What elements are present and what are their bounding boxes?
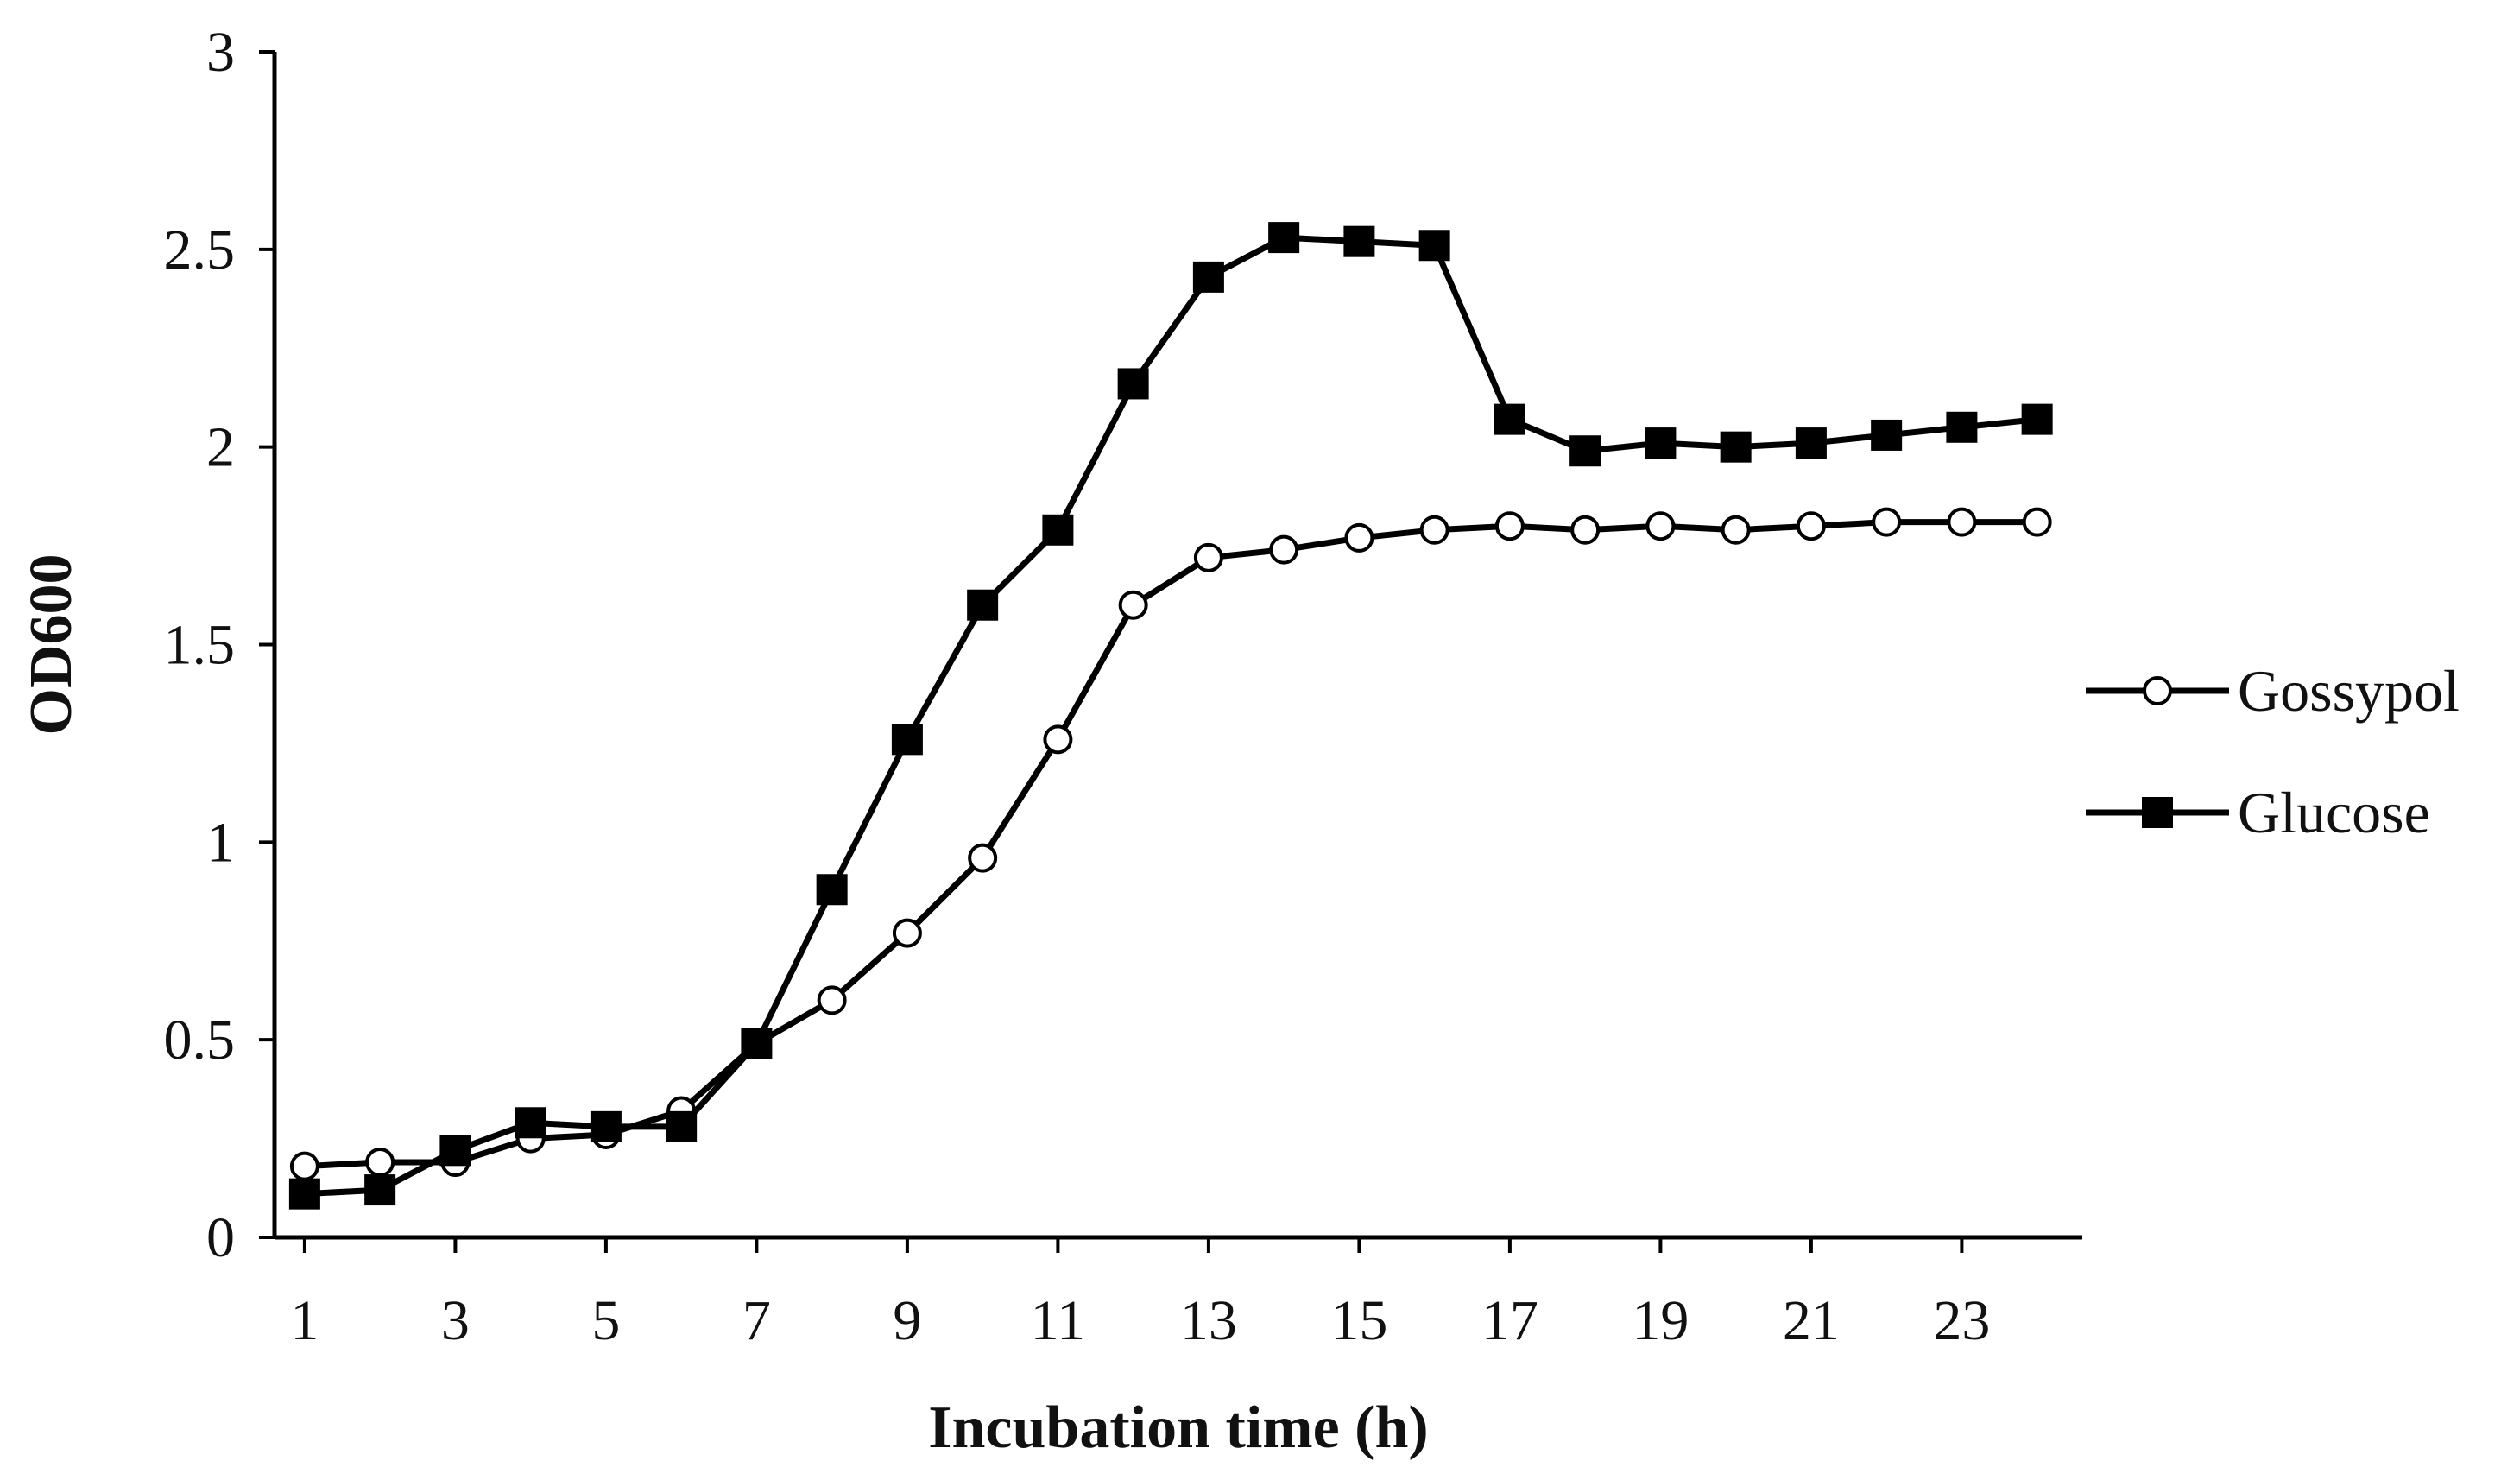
glucose-point — [1117, 368, 1149, 400]
axes — [272, 52, 2082, 1240]
x-axis-ticks: 1 3 5 7 9 11 13 15 17 19 21 23 — [290, 1237, 1990, 1352]
x-tick-label: 7 — [742, 1289, 771, 1352]
glucose-point — [1494, 403, 1525, 435]
gossypol-point — [2022, 507, 2052, 537]
glucose-point — [288, 1178, 320, 1210]
x-tick-label: 9 — [893, 1289, 921, 1352]
glucose-point — [1871, 419, 1903, 451]
glucose-point — [816, 874, 848, 906]
glucose-point — [590, 1110, 622, 1142]
glucose-point — [364, 1174, 396, 1206]
gossypol-point — [1570, 515, 1601, 545]
y-tick-label: 3 — [206, 21, 235, 84]
glucose-point — [741, 1028, 773, 1059]
y-axis-title: OD600 — [18, 554, 85, 736]
glucose-point — [1418, 230, 1450, 262]
legend-label-gossypol: Gossypol — [2238, 658, 2460, 724]
x-tick-label: 19 — [1632, 1289, 1689, 1352]
x-tick-label: 11 — [1031, 1289, 1086, 1352]
y-tick-label: 2.5 — [164, 218, 236, 281]
glucose-point — [2021, 403, 2053, 435]
legend: Gossypol Glucose — [2086, 658, 2460, 845]
gossypol-point — [892, 918, 922, 948]
legend-item-gossypol: Gossypol — [2086, 658, 2460, 724]
glucose-line — [304, 234, 2038, 1198]
x-tick-label: 23 — [1933, 1289, 1990, 1352]
glucose-point — [666, 1110, 698, 1142]
glucose-point — [1795, 427, 1827, 459]
gossypol-point — [1043, 724, 1073, 755]
legend-marker-gossypol — [2143, 676, 2172, 705]
x-tick-label: 17 — [1481, 1289, 1538, 1352]
x-tick-label: 15 — [1330, 1289, 1387, 1352]
glucose-point — [1946, 411, 1978, 443]
legend-marker-glucose — [2142, 797, 2173, 828]
gossypol-point — [1118, 590, 1148, 620]
gossypol-point — [1419, 515, 1449, 545]
y-axis-ticks: 0 0.5 1 1.5 2 2.5 3 — [164, 21, 275, 1269]
glucose-point — [439, 1135, 471, 1167]
glucose-point — [515, 1107, 546, 1139]
series-layer — [288, 222, 2053, 1210]
gossypol-point — [1269, 534, 1299, 565]
series-glucose — [288, 222, 2053, 1210]
glucose-point — [1192, 261, 1224, 293]
gossypol-point — [1193, 542, 1223, 572]
y-tick-label: 1 — [206, 811, 235, 874]
gossypol-point — [1872, 507, 1902, 537]
y-tick-label: 0 — [206, 1206, 235, 1269]
glucose-point — [1042, 514, 1074, 546]
gossypol-point — [365, 1148, 395, 1178]
x-tick-label: 1 — [290, 1289, 319, 1352]
legend-label-glucose: Glucose — [2238, 780, 2430, 845]
x-axis-title: Incubation time (h) — [928, 1395, 1428, 1461]
glucose-point — [1645, 427, 1677, 459]
gossypol-point — [1947, 507, 1977, 537]
glucose-point — [1569, 435, 1601, 467]
glucose-point — [1720, 431, 1752, 463]
x-tick-label: 21 — [1783, 1289, 1840, 1352]
glucose-point — [1343, 225, 1375, 257]
gossypol-point — [968, 843, 998, 873]
x-tick-label: 13 — [1180, 1289, 1237, 1352]
gossypol-point — [1645, 511, 1676, 541]
gossypol-point — [289, 1151, 319, 1181]
x-tick-label: 5 — [591, 1289, 620, 1352]
gossypol-point — [1494, 511, 1525, 541]
glucose-point — [891, 724, 923, 756]
gossypol-point — [1344, 522, 1374, 553]
glucose-point — [967, 589, 999, 621]
legend-item-glucose: Glucose — [2086, 780, 2430, 845]
gossypol-line — [304, 519, 2037, 1170]
x-tick-label: 3 — [441, 1289, 470, 1352]
gossypol-point — [1796, 511, 1826, 541]
y-tick-label: 1.5 — [164, 614, 236, 677]
gossypol-point — [1721, 515, 1751, 545]
glucose-point — [1268, 222, 1300, 254]
y-tick-label: 0.5 — [164, 1009, 236, 1072]
y-tick-label: 2 — [206, 416, 235, 479]
gossypol-point — [817, 985, 847, 1015]
series-gossypol — [289, 507, 2052, 1181]
